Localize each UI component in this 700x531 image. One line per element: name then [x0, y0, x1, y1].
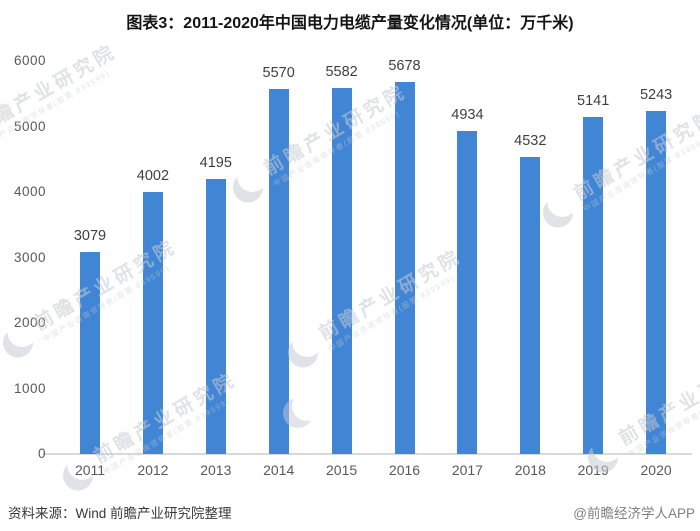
bar-value-label: 4195 [199, 155, 232, 172]
y-axis-tick-label: 3000 [13, 249, 46, 265]
y-axis-tick-label: 5000 [13, 118, 46, 134]
bar-value-label: 5243 [639, 86, 673, 103]
source-note: 资料来源：Wind 前瞻产业研究院整理 [8, 506, 232, 521]
credit-note: @前瞻经济学人APP [573, 506, 695, 521]
qianzhan-crescent-logo [538, 192, 579, 233]
bar-2015 [331, 88, 352, 454]
x-axis-tick-label: 2016 [388, 462, 421, 478]
bar-2018 [520, 157, 541, 454]
chart-title: 图表3：2011-2020年中国电力电缆产量变化情况(单位：万千米) [126, 15, 574, 32]
bar-2019 [583, 117, 604, 454]
bar-value-label: 5570 [262, 65, 295, 82]
y-axis-tick-label: 0 [37, 446, 46, 461]
bar-2012 [142, 191, 163, 454]
bar-value-label: 3079 [73, 228, 107, 245]
bar-value-label: 4002 [136, 167, 170, 184]
bar-value-label: 5582 [325, 64, 358, 81]
x-axis-tick-label: 2017 [451, 462, 483, 478]
x-axis-tick-label: 2018 [514, 462, 546, 478]
bar-2013 [205, 179, 226, 454]
x-axis-tick-label: 2013 [200, 462, 232, 478]
bar-2020 [646, 110, 667, 454]
bar-2014 [268, 89, 289, 454]
x-axis-tick-label: 2015 [326, 462, 358, 478]
bar-2017 [457, 130, 478, 454]
bar-value-label: 4532 [514, 133, 547, 150]
watermark: 前瞻产业研究院中国产业咨询领导者(股票 839599) [228, 81, 416, 208]
y-axis-tick-label: 2000 [13, 315, 46, 330]
x-axis-line [43, 453, 692, 455]
bar-value-label: 4934 [451, 106, 484, 123]
y-axis-tick-label: 6000 [13, 53, 46, 68]
bar-value-label: 5141 [577, 93, 610, 110]
bar-value-label: 5678 [388, 58, 421, 75]
x-axis-tick-label: 2014 [263, 462, 295, 478]
x-axis-tick-label: 2011 [74, 462, 106, 478]
y-axis-tick-label: 1000 [13, 380, 46, 396]
bar-2016 [394, 82, 415, 454]
x-axis-tick-label: 2012 [137, 462, 169, 478]
bar-2011 [80, 252, 100, 454]
x-axis-tick-label: 2019 [577, 462, 609, 478]
watermark: 前瞻产业研究院中国产业咨询领导者(股票 839599) [283, 246, 471, 373]
x-axis-tick-label: 2020 [640, 462, 672, 478]
y-axis-tick-label: 4000 [13, 184, 46, 199]
watermark: 前瞻产业研究院中国产业咨询领导者(股票 839599) [538, 106, 700, 233]
qianzhan-crescent-logo [228, 167, 269, 208]
watermark-subtitle: 中国产业咨询领导者(股票 839599) [41, 263, 172, 344]
